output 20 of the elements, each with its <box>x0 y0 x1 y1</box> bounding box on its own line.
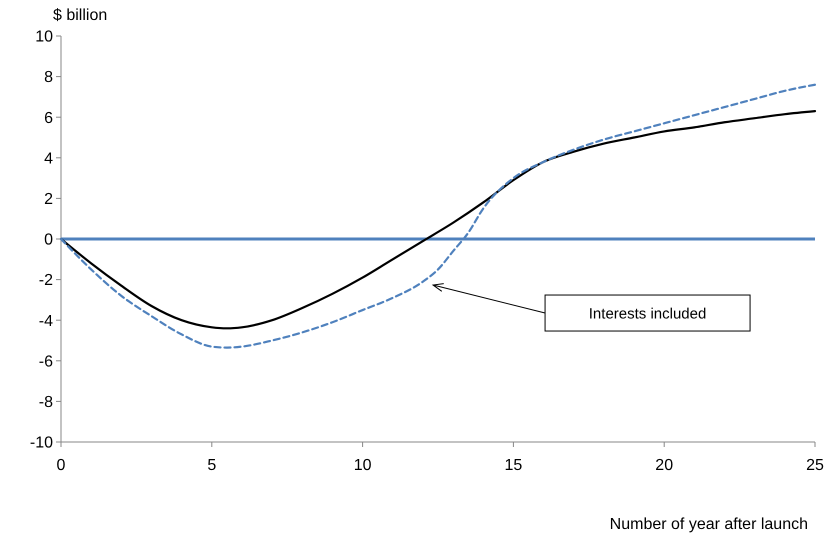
x-axis-title: Number of year after launch <box>610 516 808 533</box>
x-tick-label: 20 <box>655 457 674 474</box>
annotation: Interests included <box>588 305 706 322</box>
y-tick-label: 4 <box>44 150 54 168</box>
y-tick-label: 2 <box>44 191 54 208</box>
x-tick-label: 5 <box>207 457 216 474</box>
x-tick-label: 10 <box>354 457 372 474</box>
y-tick-label: 10 <box>35 28 54 46</box>
x-tick-label: 15 <box>504 457 522 474</box>
y-tick-label: -8 <box>38 394 54 411</box>
x-tick-label: 25 <box>806 457 824 474</box>
y-tick-label: -2 <box>38 272 54 290</box>
x-tick-label: 0 <box>56 457 66 474</box>
y-tick-label: -4 <box>38 312 54 330</box>
y-axis-title: $ billion <box>53 7 108 24</box>
y-tick-label: -6 <box>38 353 54 370</box>
y-tick-label: 8 <box>44 69 54 86</box>
y-tick-label: -10 <box>30 434 54 452</box>
y-tick-label: 0 <box>44 232 54 249</box>
y-tick-label: 6 <box>44 110 54 127</box>
